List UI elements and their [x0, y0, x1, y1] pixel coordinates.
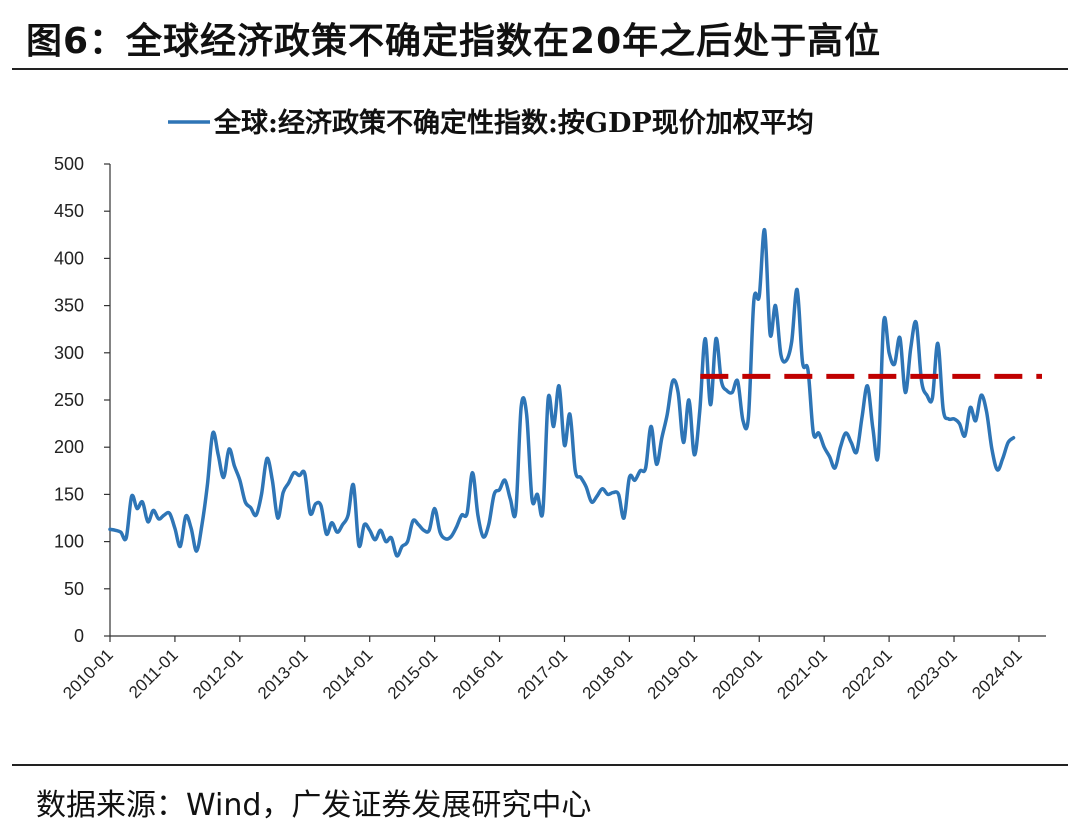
x-tick-label: 2017-01	[514, 645, 572, 703]
series-line	[108, 228, 1016, 558]
x-tick-label: 2013-01	[254, 645, 312, 703]
x-axis: 2010-01 2011-01 2012-01 2013-01 2014-01 2015-…	[59, 635, 1046, 703]
y-tick-label: 200	[54, 437, 84, 457]
y-tick-label: 150	[54, 484, 84, 504]
line-chart: 全球:经济政策不确定性指数:按GDP现价加权平均 0 50 100 150 200 250…	[54, 107, 1046, 703]
legend-label: 全球:经济政策不确定性指数:按GDP现价加权平均	[213, 107, 814, 139]
x-tick-label: 2020-01	[709, 645, 767, 703]
footer-divider	[12, 764, 1068, 766]
y-tick-label: 50	[64, 579, 84, 599]
x-tick-label: 2019-01	[644, 645, 702, 703]
x-tick-label: 2024-01	[968, 645, 1026, 703]
x-tick-label: 2023-01	[903, 645, 961, 703]
plot-area	[108, 228, 1042, 558]
x-tick-label: 2011-01	[125, 645, 182, 702]
y-axis: 0 50 100 150 200 250 300 350 400 450 500	[54, 154, 111, 646]
y-tick-label: 250	[54, 390, 84, 410]
y-tick-label: 0	[74, 626, 84, 646]
x-tick-label: 2021-01	[773, 645, 831, 703]
figure-title: 图6：全球经济政策不确定指数在20年之后处于高位	[26, 21, 882, 62]
chart-legend: 全球:经济政策不确定性指数:按GDP现价加权平均	[168, 107, 814, 139]
source-note: 数据来源：Wind，广发证券发展研究中心	[36, 788, 592, 823]
x-tick-label: 2022-01	[838, 645, 896, 703]
x-tick-label: 2016-01	[449, 645, 507, 703]
x-tick-label: 2014-01	[319, 645, 377, 703]
y-tick-label: 350	[54, 296, 84, 316]
y-tick-label: 400	[54, 248, 84, 268]
y-tick-label: 450	[54, 201, 84, 221]
x-tick-label: 2018-01	[579, 645, 637, 703]
y-tick-label: 300	[54, 343, 84, 363]
y-tick-label: 500	[54, 154, 84, 174]
x-tick-label: 2010-01	[59, 645, 117, 703]
title-divider	[12, 68, 1068, 70]
x-tick-label: 2012-01	[189, 645, 247, 703]
y-tick-label: 100	[54, 532, 84, 552]
x-tick-label: 2015-01	[384, 645, 442, 703]
